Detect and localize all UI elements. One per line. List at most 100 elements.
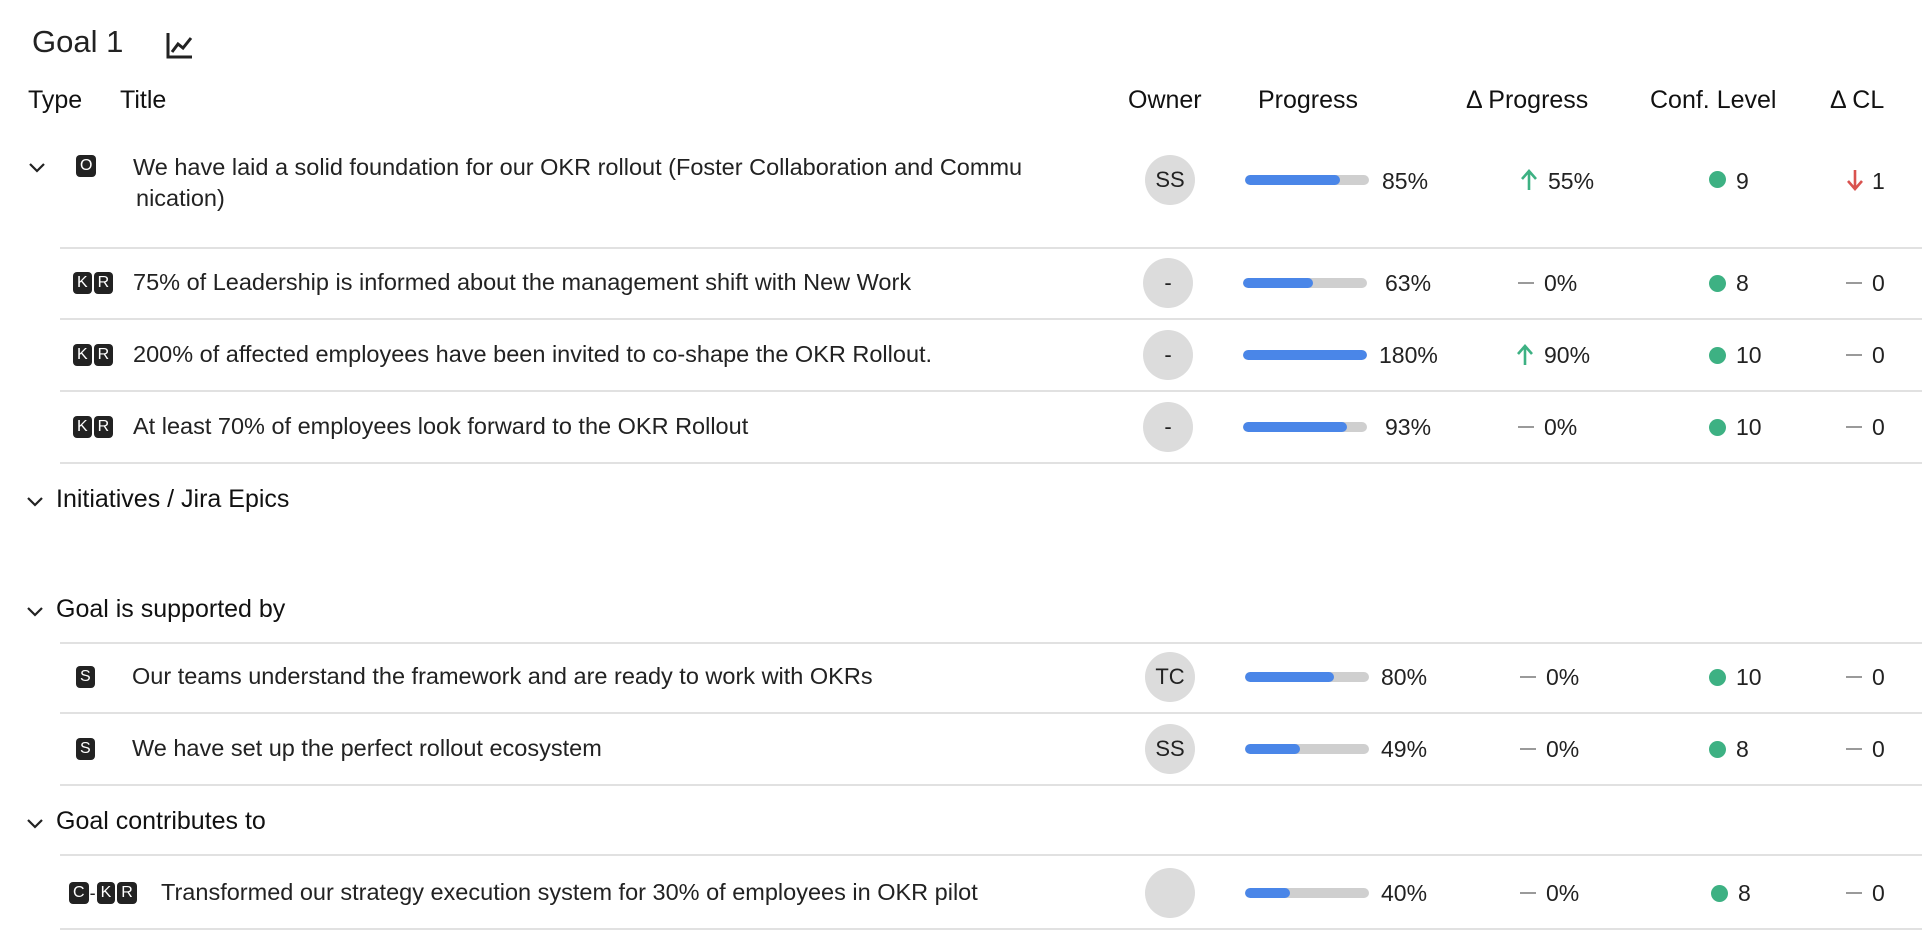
row-title[interactable]: Our teams understand the framework and a… <box>132 663 873 689</box>
row-title[interactable]: At least 70% of employees look forward t… <box>133 413 749 439</box>
row-title[interactable]: Transformed our strategy execution syste… <box>161 879 978 905</box>
avatar[interactable]: - <box>1143 330 1193 380</box>
dash-icon <box>1846 426 1862 428</box>
conf-level-value: 9 <box>1736 168 1749 194</box>
dash-icon <box>1518 426 1534 428</box>
collapse-chevron-icon[interactable] <box>24 600 46 622</box>
badge-s: S <box>76 738 95 760</box>
progress-fill <box>1243 278 1314 288</box>
delta-progress-value: 90% <box>1544 342 1591 368</box>
badge-separator: - <box>89 882 96 903</box>
badge-k: K <box>73 272 92 294</box>
column-header-progress: Progress <box>1258 86 1359 114</box>
progress-fill <box>1245 672 1335 682</box>
delta-cl-value: 0 <box>1872 664 1885 690</box>
row-divider <box>60 462 1922 464</box>
badge-s: S <box>76 666 95 688</box>
row-divider <box>60 784 1922 786</box>
avatar[interactable]: - <box>1143 258 1193 308</box>
conf-level-value: 10 <box>1736 342 1762 368</box>
progress-bar <box>1243 422 1367 432</box>
progress-value: 80% <box>1381 664 1428 690</box>
row-title[interactable]: 75% of Leadership is informed about the … <box>133 269 912 295</box>
collapse-chevron-icon[interactable] <box>24 490 46 512</box>
confidence-dot-icon <box>1709 741 1726 758</box>
conf-level-value: 8 <box>1738 880 1751 906</box>
progress-bar <box>1243 350 1367 360</box>
confidence-dot-icon <box>1709 419 1726 436</box>
progress-bar <box>1245 744 1369 754</box>
confidence-dot-icon <box>1709 347 1726 364</box>
confidence-dot-icon <box>1709 669 1726 686</box>
section-supported-by[interactable]: Goal is supported by <box>56 595 286 623</box>
progress-bar <box>1245 672 1369 682</box>
type-badge: S <box>76 738 97 760</box>
chart-line-icon[interactable] <box>165 30 195 60</box>
avatar[interactable]: SS <box>1145 724 1195 774</box>
section-contributes-to[interactable]: Goal contributes to <box>56 807 266 835</box>
avatar[interactable]: SS <box>1145 155 1195 205</box>
dash-icon <box>1520 748 1536 750</box>
arrow-down-icon <box>1846 168 1864 197</box>
conf-level-value: 10 <box>1736 664 1762 690</box>
delta-progress-value: 0% <box>1546 736 1580 762</box>
collapse-chevron-icon[interactable] <box>26 156 48 178</box>
dash-icon <box>1520 892 1536 894</box>
badge-r: R <box>93 416 114 438</box>
badge-r: R <box>117 882 137 904</box>
confidence-dot-icon <box>1709 275 1726 292</box>
arrow-up-icon <box>1520 168 1538 197</box>
dash-icon <box>1846 892 1862 894</box>
badge-o: O <box>76 155 97 177</box>
progress-value: 93% <box>1385 414 1432 440</box>
row-divider <box>60 318 1922 320</box>
row-divider <box>60 390 1922 392</box>
objective-title-line2[interactable]: nication) <box>136 185 225 211</box>
row-divider <box>60 928 1922 930</box>
dash-icon <box>1846 676 1862 678</box>
progress-bar <box>1243 278 1367 288</box>
column-header-title: Title <box>120 86 167 114</box>
type-badge: S <box>76 666 97 688</box>
confidence-dot-icon <box>1711 885 1728 902</box>
delta-cl-value: 0 <box>1872 414 1885 440</box>
row-title[interactable]: 200% of affected employees have been inv… <box>133 341 933 367</box>
column-header-type: Type <box>28 86 83 114</box>
badge-k: K <box>96 882 116 904</box>
goal-title: Goal 1 <box>32 24 124 59</box>
progress-fill <box>1243 422 1347 432</box>
section-initiatives[interactable]: Initiatives / Jira Epics <box>56 485 290 513</box>
avatar[interactable]: - <box>1143 402 1193 452</box>
objective-type-badge: O <box>76 155 98 177</box>
dash-icon <box>1846 354 1862 356</box>
badge-r: R <box>93 344 114 366</box>
dash-icon <box>1846 282 1862 284</box>
delta-progress-value: 0% <box>1546 664 1580 690</box>
avatar[interactable] <box>1145 868 1195 918</box>
avatar[interactable]: TC <box>1145 652 1195 702</box>
conf-level-value: 8 <box>1736 270 1749 296</box>
conf-level-value: 10 <box>1736 414 1762 440</box>
progress-bar <box>1245 175 1369 185</box>
progress-fill <box>1245 744 1300 754</box>
column-header-delta-progress: Δ Progress <box>1466 86 1589 114</box>
badge-c: C <box>69 882 89 904</box>
progress-value: 49% <box>1381 736 1428 762</box>
dash-icon <box>1518 282 1534 284</box>
delta-progress-value: 0% <box>1544 414 1578 440</box>
progress-value: 63% <box>1385 270 1432 296</box>
progress-value: 180% <box>1379 342 1438 368</box>
objective-title-line1[interactable]: We have laid a solid foundation for our … <box>133 154 1023 180</box>
badge-k: K <box>73 344 92 366</box>
badge-r: R <box>93 272 114 294</box>
progress-fill <box>1245 175 1340 185</box>
collapse-chevron-icon[interactable] <box>24 812 46 834</box>
column-header-owner: Owner <box>1128 86 1202 114</box>
delta-cl-value: 1 <box>1872 168 1885 194</box>
progress-fill <box>1243 350 1367 360</box>
row-title[interactable]: We have set up the perfect rollout ecosy… <box>132 735 602 761</box>
progress-fill <box>1245 888 1290 898</box>
